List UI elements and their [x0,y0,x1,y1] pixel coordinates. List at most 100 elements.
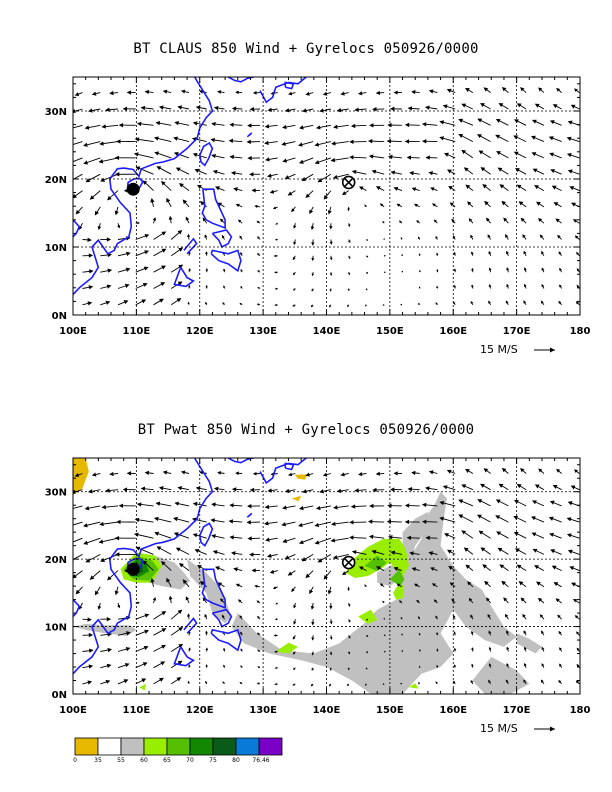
wind-arrowhead [329,289,332,292]
wind-arrowhead [292,651,296,655]
wind-arrowhead [368,138,373,144]
wind-arrowhead [299,505,304,511]
reference-vector-arrowhead [550,347,555,353]
wind-arrowhead [235,471,239,476]
wind-arrowhead [205,647,209,650]
wind-arrowhead [101,504,106,510]
wind-arrowhead [506,662,510,667]
wind-arrowhead [518,581,524,586]
wind-arrowhead [465,564,471,569]
wind-arrowhead [88,253,94,258]
wind-arrowhead [154,531,160,536]
wind-arrowhead [178,247,184,252]
wind-arrowhead [541,250,544,255]
wind-arrowhead [364,304,367,307]
wind-arrowhead [160,282,166,287]
wind-arrowhead [411,187,417,192]
x-tick-label: 130E [249,705,277,716]
coastline [284,81,295,90]
wind-arrowhead [97,226,102,231]
coastline [270,318,292,321]
wind-arrowhead [264,124,270,129]
wind-arrowhead [400,616,403,619]
wind-arrowhead [393,186,399,191]
wind-arrowhead [498,483,504,488]
wind-arrowhead [274,287,278,290]
wind-arrowhead [449,202,454,207]
coastline [246,132,253,138]
typhoon-center-marker [126,562,140,576]
wind-arrowhead [188,664,191,667]
wind-arrowhead [88,285,94,290]
wind-arrowhead [359,566,364,571]
coastline [183,617,198,634]
wind-arrowhead [229,503,234,508]
wind-arrowhead [331,521,336,526]
wind-arrowhead [409,171,414,176]
wind-arrowhead [301,176,307,182]
wind-arrowhead [506,267,510,271]
wind-arrowhead [137,601,140,605]
wind-arrowhead [576,663,580,668]
wind-arrowhead [122,487,128,492]
coastline [201,188,226,230]
wind-arrowhead [205,251,208,255]
wind-arrowhead [444,533,449,538]
wind-arrowhead [99,521,104,527]
wind-arrowhead [220,218,224,223]
wind-arrowhead [514,499,519,504]
wind-arrowhead [553,582,559,587]
wind-arrowhead [411,567,417,572]
wind-arrowhead [329,637,333,640]
wind-arrowhead [566,533,572,538]
wind-arrowhead [305,472,310,477]
y-tick-label: 20N [45,555,67,566]
wind-arrowhead [477,134,482,139]
wind-arrowhead [175,547,181,552]
wind-arrowhead [487,613,491,618]
wind-arrowhead [91,91,97,96]
panel-1-title: BT CLAUS 850 Wind + Gyrelocs 050926/0000 [133,41,479,57]
wind-arrowhead [523,250,527,255]
wind-arrowhead [180,89,186,94]
wind-arrowhead [211,534,216,539]
wind-arrowhead [97,605,102,610]
wind-arrowhead [471,284,474,288]
wind-arrowhead [274,666,278,669]
wind-arrowhead [158,105,164,110]
wind-arrowhead [269,569,275,574]
wind-arrow [73,124,83,129]
wind-arrowhead [447,549,452,554]
coastline [227,458,254,464]
wind-arrowhead [222,302,225,305]
wind-arrowhead [254,204,258,209]
wind-arrowhead [482,184,487,189]
wind-arrowhead [523,646,527,650]
wind-arrowhead [406,535,412,541]
wind-arrowhead [256,253,260,256]
wind-arrowhead [204,234,208,238]
pwat-60-region [393,582,404,600]
wind-arrowhead [461,149,467,155]
wind-arrowhead [467,581,472,586]
x-tick-label: 180 [570,326,591,337]
wind-arrowhead [107,195,112,201]
wind-arrowhead [461,103,467,108]
wind-arrowhead [488,646,492,650]
wind-arrowhead [94,590,99,596]
pwat-60-region [139,683,146,691]
wind-arrowhead [291,208,295,213]
wind-arrowhead [516,483,522,489]
wind-arrowhead [558,251,562,255]
wind-arrowhead [109,471,114,477]
wind-arrowhead [154,151,160,156]
wind-arrowhead [199,470,204,475]
wind-arrow [73,537,83,543]
wind-arrowhead [574,235,579,239]
coastlines [73,458,307,675]
gyre-location-x [344,177,354,187]
wind-arrowhead [548,516,554,521]
wind-arrowhead [414,583,418,587]
wind-arrowhead [256,600,260,604]
wind-vectors [73,467,580,687]
